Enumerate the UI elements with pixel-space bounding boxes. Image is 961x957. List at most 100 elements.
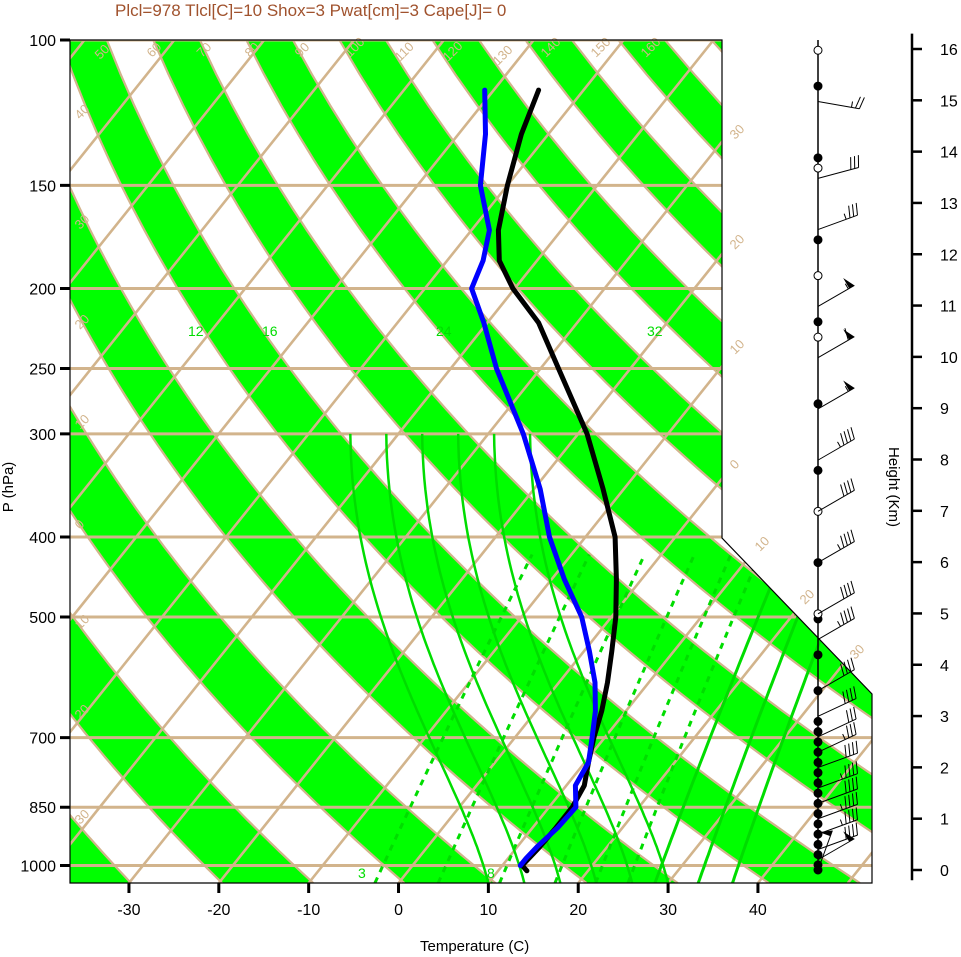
- dewpoint-profile: [469, 87, 598, 868]
- mixing-ratio-label: 24: [436, 323, 452, 339]
- barb-flag: [848, 779, 851, 792]
- barb-flag: [850, 478, 855, 491]
- height-tick-label: 10: [940, 350, 958, 367]
- barb-half-flag: [844, 283, 849, 290]
- barb-flag: [853, 706, 857, 720]
- level-ring: [813, 163, 823, 173]
- barb-flag: [849, 708, 853, 721]
- dry-adiabat: [70, 40, 588, 883]
- isotherm-label: 10: [727, 336, 748, 357]
- barb-shaft: [817, 788, 858, 804]
- barb-flag: [849, 723, 853, 737]
- barb-flag: [844, 780, 847, 794]
- mixing-ratio-line: [373, 553, 534, 883]
- height-tick-label: 8: [940, 453, 949, 470]
- x-tick-label: 40: [749, 902, 767, 919]
- height-tick-label: 4: [940, 658, 949, 675]
- dry-adiabat: [384, 40, 872, 883]
- isotherm: [70, 40, 356, 883]
- isotherm-label: 20: [797, 586, 818, 607]
- isotherm: [70, 40, 445, 883]
- height-tick-label: 0: [940, 863, 949, 880]
- barb-flag: [842, 691, 846, 704]
- level-dot: [813, 737, 823, 747]
- barb-flag: [844, 811, 847, 824]
- mixing-ratio-line: [436, 553, 591, 883]
- barb-shaft: [817, 803, 858, 820]
- mixing-ratio-lines: [373, 353, 872, 883]
- barb-flag: [847, 659, 852, 672]
- barb-shaft: [817, 834, 858, 850]
- wind-barb: [817, 776, 858, 804]
- level-dot: [813, 650, 823, 660]
- dry-adiabat: [245, 40, 872, 883]
- barb-flag: [844, 744, 847, 758]
- mixing-ratio-label: 32: [647, 323, 663, 339]
- wind-barb: [817, 740, 858, 769]
- barb-flag: [840, 535, 845, 548]
- barb-flag: [848, 764, 851, 777]
- barb-shaft: [817, 387, 855, 410]
- height-axis-title: Height (Km): [885, 447, 902, 527]
- barb-shaft: [817, 541, 855, 564]
- level-dot: [813, 727, 823, 737]
- y-tick-label: 850: [29, 800, 56, 817]
- y-tick-label: 200: [29, 282, 56, 299]
- wind-barb: [817, 202, 858, 231]
- level-dot: [813, 716, 823, 726]
- barb-pennant: [819, 830, 833, 837]
- barb-half-flag: [839, 773, 843, 780]
- barb-half-flag: [837, 441, 841, 448]
- plot-frame: [69, 39, 873, 884]
- height-tick-label: 7: [940, 504, 949, 521]
- dry-adiabat: [70, 40, 406, 883]
- barb-flag: [844, 328, 849, 341]
- barb-flag: [848, 743, 851, 756]
- barb-shaft: [817, 592, 855, 615]
- barb-shaft: [817, 166, 859, 179]
- barb-flag: [844, 796, 847, 809]
- barb-flag: [848, 205, 851, 218]
- y-tick-label: 400: [29, 530, 56, 547]
- barb-flag: [840, 663, 845, 676]
- isotherm: [577, 40, 872, 883]
- barb-flag: [840, 484, 845, 497]
- y-tick-label: 150: [29, 178, 56, 195]
- barb-shaft: [817, 733, 857, 753]
- height-tick-label: 3: [940, 709, 949, 726]
- wind-barb: [817, 580, 855, 615]
- barb-flag: [855, 740, 858, 754]
- barb-shaft: [817, 819, 858, 835]
- x-tick-label: -20: [207, 902, 230, 919]
- chart-title: Plcl=978 Tlcl[C]=10 Shox=3 Pwat[cm]=3 Ca…: [115, 1, 506, 20]
- height-tick-label: 15: [940, 93, 958, 110]
- barb-shaft: [817, 718, 857, 738]
- barb-flag: [850, 580, 855, 593]
- height-tick-label: 2: [940, 760, 949, 777]
- moist-adiabat-lines: [349, 433, 670, 883]
- wind-barb: [817, 328, 855, 359]
- barb-shaft: [817, 336, 855, 359]
- barb-flag: [847, 480, 852, 493]
- barb-flag: [855, 807, 858, 820]
- adiabat-band: [70, 40, 860, 883]
- level-dot: [813, 768, 823, 778]
- wind-barb: [817, 722, 857, 753]
- barb-flag: [845, 689, 850, 703]
- y-tick-label: 1000: [20, 859, 56, 876]
- isotherm-label: 10: [752, 533, 773, 554]
- y-tick-label: 100: [29, 33, 56, 50]
- barb-flag: [844, 826, 847, 840]
- height-tick-label: 5: [940, 606, 949, 623]
- barb-half-flag: [842, 733, 846, 740]
- moist-adiabat: [528, 433, 670, 883]
- barb-flag: [844, 765, 847, 778]
- wind-barb: [817, 380, 855, 410]
- isotherm-label: 30: [727, 121, 748, 142]
- barb-flag: [847, 429, 852, 442]
- barb-shaft: [817, 284, 855, 307]
- wind-barb: [817, 761, 858, 789]
- barb-flag: [851, 778, 855, 791]
- wind-barb: [817, 706, 857, 738]
